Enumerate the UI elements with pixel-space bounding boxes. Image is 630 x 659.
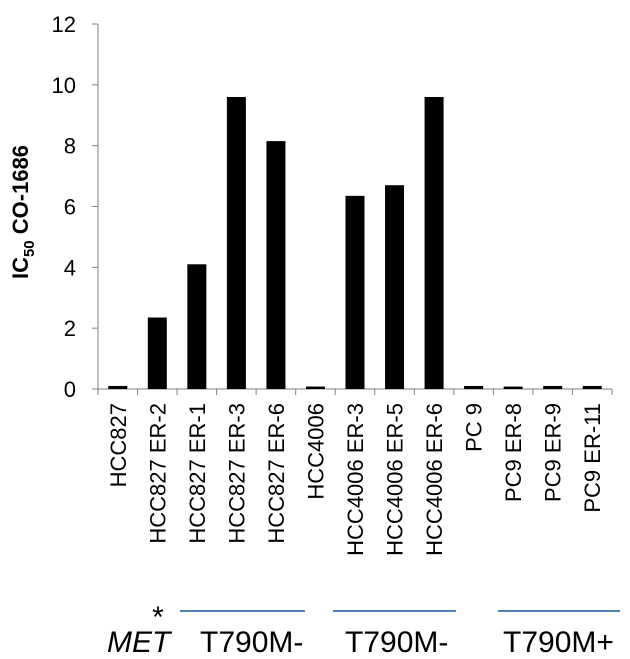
x-tick-label: HCC827 ER-1 [185,403,210,544]
bar [266,141,286,389]
bar [147,317,167,389]
category-labels: HCC827 HCC827 ER-2 HCC827 ER-1 HCC827 ER-3 H… [106,403,605,556]
bar [385,185,405,389]
asterisk-marker: * [152,601,164,634]
bar [464,385,484,389]
x-tick-label: HCC827 ER-6 [264,403,289,544]
x-tick-label: PC 9 [462,403,487,452]
bar [503,386,523,389]
y-tick-label: 12 [52,12,76,37]
y-tick-label: 8 [64,134,76,159]
y-tick-label: 0 [64,377,76,402]
met-label: MET [107,626,173,659]
bar [345,195,365,389]
axes: 0 2 4 6 8 10 12 [52,12,613,402]
bar [187,264,207,389]
group3-label: T790M+ [503,626,614,659]
x-tick-label: HCC827 ER-3 [224,403,249,544]
y-tick-label: 10 [52,73,76,98]
bar [226,97,246,389]
group1-label: T790M- [200,626,303,659]
x-tick-label: HCC827 ER-2 [145,403,170,544]
x-tick-label: PC9 ER-8 [501,403,526,502]
x-tick-label: PC9 ER-11 [580,403,605,513]
x-tick-label: HCC4006 [303,403,328,500]
bar [305,386,325,389]
bars [108,97,602,389]
bar [424,97,444,389]
x-tick-label: HCC4006 ER-3 [343,403,368,556]
bar [582,385,602,389]
x-tick-label: HCC827 [106,403,131,487]
x-tick-label: HCC4006 ER-5 [383,403,408,556]
y-axis-label: IC50 CO-1686 [8,145,38,279]
x-tick-label: PC9 ER-9 [541,403,566,502]
y-tick-label: 2 [64,316,76,341]
bar [108,385,128,389]
y-tick-label: 6 [64,195,76,220]
bar [543,385,563,389]
group2-label: T790M- [345,626,448,659]
y-tick-label: 4 [64,255,76,280]
x-tick-label: HCC4006 ER-6 [422,403,447,556]
